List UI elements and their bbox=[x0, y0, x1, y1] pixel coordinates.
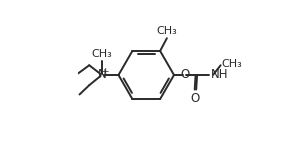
Text: N: N bbox=[98, 69, 106, 81]
Text: CH₃: CH₃ bbox=[221, 59, 242, 69]
Text: O: O bbox=[180, 69, 189, 81]
Text: CH₃: CH₃ bbox=[91, 49, 112, 59]
Text: CH₃: CH₃ bbox=[156, 26, 177, 36]
Text: +: + bbox=[101, 67, 109, 76]
Text: O: O bbox=[191, 92, 200, 105]
Text: NH: NH bbox=[211, 69, 228, 81]
